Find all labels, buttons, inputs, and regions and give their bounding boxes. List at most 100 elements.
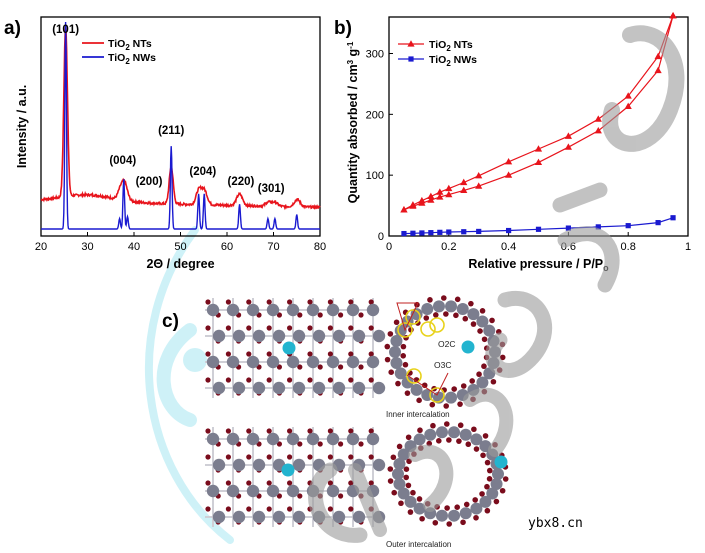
- marker-triangle: [418, 196, 426, 204]
- oxygen-atom: [225, 299, 231, 305]
- oxygen-atom: [473, 446, 480, 452]
- titanium-atom: [346, 432, 360, 446]
- titanium-atom: [226, 484, 240, 498]
- oxygen-atom: [205, 325, 211, 331]
- marker-triangle: [436, 193, 444, 200]
- marker-square: [535, 226, 542, 232]
- marker-triangle: [409, 201, 417, 208]
- titanium-atom: [226, 432, 240, 446]
- oxygen-atom: [368, 480, 374, 486]
- marker-triangle: [594, 126, 602, 134]
- oxygen-atom: [502, 476, 509, 482]
- oxygen-atom: [384, 356, 391, 363]
- x-axis-label-a: 2Θ / degree: [146, 257, 214, 271]
- oxygen-atom: [484, 483, 490, 490]
- marker-triangle: [427, 192, 435, 200]
- peak-label: (101): [52, 24, 79, 36]
- oxygen-atom: [368, 377, 374, 383]
- titanium-atom: [372, 458, 386, 472]
- site-highlight: [429, 317, 445, 333]
- o3c-site-label: O3C: [434, 360, 451, 370]
- titanium-atom: [432, 300, 445, 313]
- oxygen-atom: [481, 336, 488, 343]
- peak-label: (301): [258, 183, 285, 195]
- titanium-atom: [476, 315, 489, 328]
- marker-triangle: [624, 102, 632, 110]
- chart-a: 20 30 40 50 60 70 80 2Θ / degree Intensity / a.u…: [15, 16, 326, 271]
- titanium-atom: [246, 432, 260, 446]
- titanium-atom: [286, 484, 300, 498]
- oxygen-atom: [489, 317, 495, 324]
- titanium-atom: [445, 391, 458, 404]
- oxygen-atom: [436, 438, 442, 444]
- titanium-atom: [252, 458, 266, 472]
- oxygen-atom: [477, 328, 483, 334]
- titanium-atom: [232, 458, 246, 472]
- titanium-atom: [346, 303, 360, 317]
- oxygen-atom: [405, 482, 412, 489]
- titanium-atom: [232, 329, 246, 343]
- titanium-atom: [392, 468, 404, 480]
- titanium-atom: [206, 303, 220, 317]
- x-tick-label-a: 30: [81, 241, 93, 253]
- titanium-atom: [404, 495, 417, 508]
- marker-triangle: [564, 132, 572, 139]
- oxygen-atom: [430, 422, 436, 429]
- titanium-atom: [246, 303, 260, 317]
- oxygen-atom: [266, 480, 272, 486]
- oxygen-atom: [484, 507, 491, 514]
- y-axis-label-b-part: 3: [346, 59, 355, 64]
- titanium-atom: [252, 510, 266, 524]
- oxygen-atom: [297, 312, 303, 318]
- oxygen-atom: [348, 506, 354, 512]
- titanium-atom: [206, 432, 220, 446]
- titanium-atom: [397, 487, 410, 500]
- oxygen-atom: [205, 351, 211, 357]
- legend-a-label: TiO2 NTs: [108, 38, 152, 52]
- oxygen-atom: [348, 480, 354, 486]
- legend-b-sub: 2: [446, 59, 451, 68]
- oxygen-atom: [453, 312, 459, 319]
- oxygen-atom: [457, 422, 464, 429]
- oxygen-atom: [276, 493, 282, 499]
- titanium-atom: [286, 432, 300, 446]
- oxygen-atom: [400, 352, 407, 359]
- oxygen-atom: [205, 506, 211, 512]
- y-axis-label-b-part: g: [346, 49, 360, 60]
- oxygen-atom: [429, 401, 436, 408]
- titanium-atom: [435, 509, 448, 522]
- oxygen-atom: [404, 390, 411, 396]
- marker-triangle: [654, 66, 662, 74]
- intercalated-ion: [494, 455, 508, 469]
- marker-triangle: [534, 158, 543, 165]
- oxygen-atom: [490, 378, 497, 385]
- peak-label: (220): [228, 176, 255, 188]
- x-tick-label-b: 0.8: [621, 241, 636, 253]
- oxygen-atom: [266, 506, 272, 512]
- oxygen-atom: [368, 351, 374, 357]
- legend-a-sub: 2: [125, 43, 130, 52]
- titanium-atom: [470, 433, 483, 446]
- legend-a-text: TiO: [108, 52, 125, 64]
- oxygen-atom: [479, 491, 485, 497]
- oxygen-atom: [287, 325, 293, 331]
- x-tick-label-a: 80: [314, 241, 326, 253]
- oxygen-atom: [225, 428, 231, 434]
- oxygen-atom: [387, 478, 394, 484]
- titanium-atom: [393, 478, 406, 491]
- titanium-atom: [394, 367, 407, 380]
- oxygen-atom: [403, 474, 410, 481]
- titanium-atom: [292, 458, 306, 472]
- titanium-atom: [397, 448, 410, 461]
- inner-intercalation-label: Inner intercalation: [386, 410, 450, 419]
- intercalated-ion: [281, 463, 295, 477]
- marker-triangle: [445, 190, 453, 198]
- titanium-atom: [413, 433, 426, 446]
- oxygen-atom: [266, 377, 272, 383]
- cyan-watermark: [145, 226, 234, 544]
- titanium-atom: [306, 303, 320, 317]
- titanium-atom: [459, 507, 472, 520]
- marker-triangle: [669, 11, 677, 19]
- oxygen-atom: [402, 361, 409, 368]
- oxygen-atom: [388, 369, 395, 375]
